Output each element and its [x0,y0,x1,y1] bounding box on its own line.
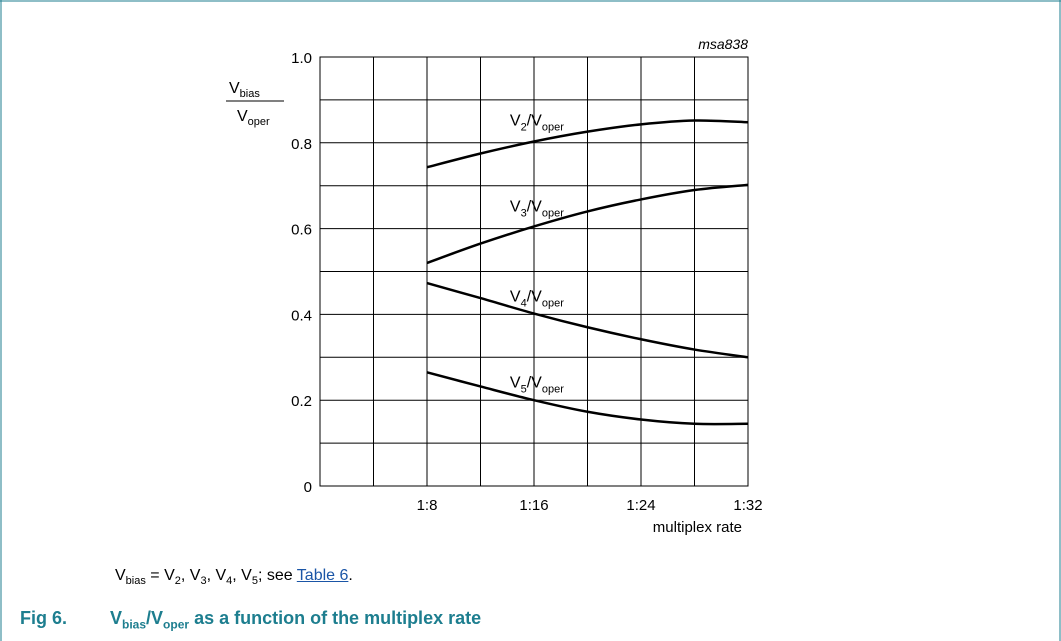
y-axis-label: Vbias Voper [226,80,284,128]
figure-caption: Fig 6. Vbias/Voper as a function of the m… [20,608,482,632]
y-label-bottom-main: V [237,108,248,125]
series-line-3 [426,183,749,265]
series-line-5 [426,371,749,426]
y-tick-label: 0.8 [291,136,312,153]
table-6-link[interactable]: Table 6 [296,567,349,584]
x-tick-label: 1:24 [626,497,655,514]
series-label-4: V4/Voper [510,289,564,310]
series-label-2: V2/Voper [510,113,564,134]
y-tick-label: 0.2 [291,393,312,410]
chart-curves: V2/Voper V3/Voper V4/Voper V5/Voper [426,113,749,426]
series-line-4 [426,281,749,359]
y-label-top-sub: bias [240,88,261,100]
x-axis-label: multiplex rate [653,519,742,536]
x-tick-label: 1:16 [519,497,548,514]
series-line-2 [426,119,749,169]
y-label-bottom-sub: oper [248,116,270,128]
y-label-top-main: V [229,80,240,97]
series-label-3: V3/Voper [510,198,564,219]
figure-note: Vbias = V2, V3, V4, V5; see Table 6. [115,567,353,588]
x-tick-label: 1:32 [733,497,762,514]
chart-code-label: msa838 [698,36,748,52]
figure-number: Fig 6. [20,608,68,628]
y-tick-label: 0.6 [291,222,312,239]
series-label-5: V5/Voper [510,374,564,395]
y-tick-label: 1.0 [291,50,312,67]
chart-tick-labels: 0 0.2 0.4 0.6 0.8 1.0 1:8 1:16 1:24 1:32 [291,50,762,514]
svg-text:Vbias: Vbias [229,80,260,100]
x-tick-label: 1:8 [417,497,438,514]
svg-text:Voper: Voper [237,108,270,128]
y-tick-label: 0.4 [291,307,312,324]
y-tick-label: 0 [304,479,312,496]
